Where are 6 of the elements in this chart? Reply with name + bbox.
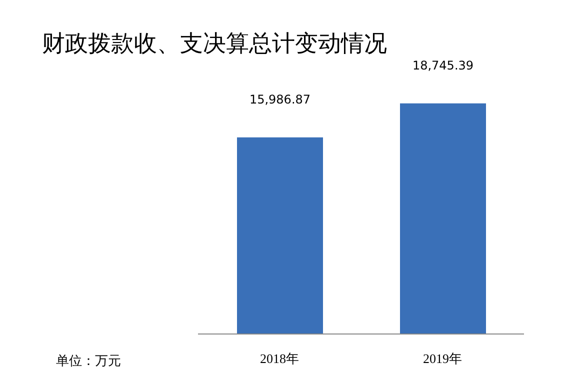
data-label: 18,745.39 (412, 58, 474, 72)
text: 单位：万元 (56, 353, 121, 370)
data-label: 15,986.87 (249, 92, 311, 106)
x-tick-label: 2019年 (423, 351, 462, 366)
x-tick-label: 2018年 (260, 351, 299, 366)
chart-title: 财政拨款收、支决算总计变动情况 (42, 30, 387, 59)
